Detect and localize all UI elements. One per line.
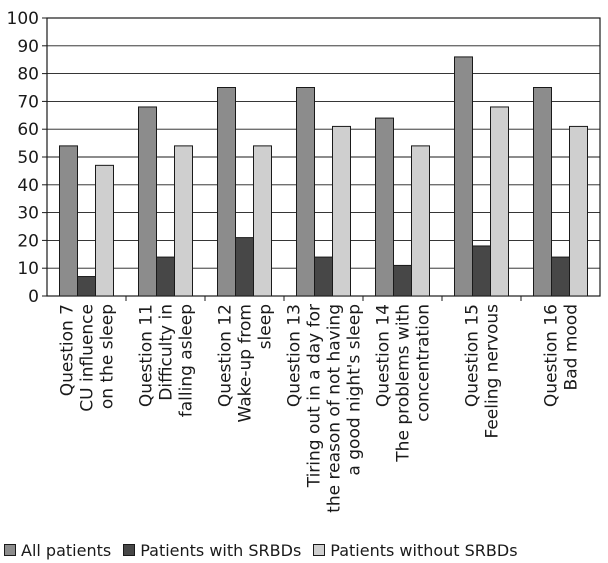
- x-category-label: sleep: [256, 304, 276, 349]
- x-category-label: Difficulty in: [157, 304, 177, 401]
- x-category-label: Question 14: [374, 304, 394, 407]
- bar-without-srbds: [332, 125, 351, 297]
- legend-label-with-srbds: Patients with SRBDs: [140, 540, 302, 560]
- bar-chart: 0 10 20 30 40 50 60 70 80 90 100 Question 7 CU influ…: [7, 9, 601, 513]
- bar-without-srbds: [411, 145, 430, 297]
- y-tick-label: 20: [17, 231, 39, 251]
- bar-without-srbds: [569, 125, 588, 297]
- y-tick-label: 10: [17, 259, 39, 279]
- legend-swatch-with-srbds: [123, 544, 136, 556]
- bar-with-srbds: [156, 256, 175, 297]
- bar-all-patients: [217, 87, 236, 297]
- bar-all-patients: [296, 87, 315, 297]
- y-tick-label: 60: [17, 120, 39, 140]
- bar-with-srbds: [235, 237, 254, 297]
- bar-with-srbds: [314, 256, 333, 297]
- y-tick-label: 40: [17, 176, 39, 196]
- bar-without-srbds: [490, 106, 509, 297]
- x-category-label: CU influence: [78, 304, 98, 412]
- bar-all-patients: [59, 145, 78, 297]
- y-tick-label: 0: [28, 287, 39, 307]
- legend-item-without-srbds: Patients without SRBDs: [313, 540, 518, 560]
- legend-label-without-srbds: Patients without SRBDs: [330, 540, 518, 560]
- x-category-label: falling asleep: [177, 304, 197, 417]
- bar-with-srbds: [551, 256, 570, 297]
- bar-with-srbds: [393, 264, 412, 297]
- x-category-label: on the sleep: [98, 304, 118, 409]
- bar-with-srbds: [472, 245, 491, 297]
- x-category-label: Question 13: [285, 304, 305, 407]
- bar-all-patients: [138, 106, 157, 297]
- bar-without-srbds: [95, 164, 114, 297]
- y-tick-label: 70: [17, 92, 39, 112]
- x-category-label: Question 16: [542, 304, 562, 407]
- x-category-label: Question 12: [216, 304, 236, 407]
- x-category-label: Tiring out in a day for: [305, 304, 325, 488]
- chart-legend: All patients Patients with SRBDs Patient…: [4, 539, 608, 561]
- bar-without-srbds: [253, 145, 272, 297]
- x-category-label: Bad mood: [562, 304, 582, 390]
- bar-with-srbds: [77, 276, 96, 297]
- x-category-label: Feeling nervous: [483, 304, 503, 439]
- y-tick-label: 90: [17, 37, 39, 57]
- x-category-label: The problems with: [394, 304, 414, 463]
- bar-all-patients: [454, 56, 473, 297]
- y-tick-label: 30: [17, 204, 39, 224]
- y-tick-label: 80: [17, 65, 39, 85]
- y-tick-label: 100: [7, 9, 39, 29]
- bar-all-patients: [375, 117, 394, 297]
- legend-swatch-all-patients: [4, 544, 16, 556]
- x-category-label: concentration: [414, 304, 434, 422]
- y-tick-label: 50: [17, 148, 39, 168]
- bar-all-patients: [533, 87, 552, 297]
- legend-label-all-patients: All patients: [21, 540, 112, 560]
- bar-without-srbds: [174, 145, 193, 297]
- x-category-label: Question 15: [463, 304, 483, 407]
- legend-item-all-patients: All patients: [4, 541, 111, 560]
- legend-item-with-srbds: Patients with SRBDs: [123, 541, 301, 560]
- x-category-label: a good night's sleep: [345, 304, 365, 476]
- legend-swatch-without-srbds: [313, 544, 326, 556]
- x-category-label: the reason of not having: [325, 304, 345, 513]
- x-category-label: Question 7: [58, 304, 78, 396]
- x-category-label: Wake-up from: [236, 304, 256, 423]
- x-category-label: Question 11: [137, 304, 157, 407]
